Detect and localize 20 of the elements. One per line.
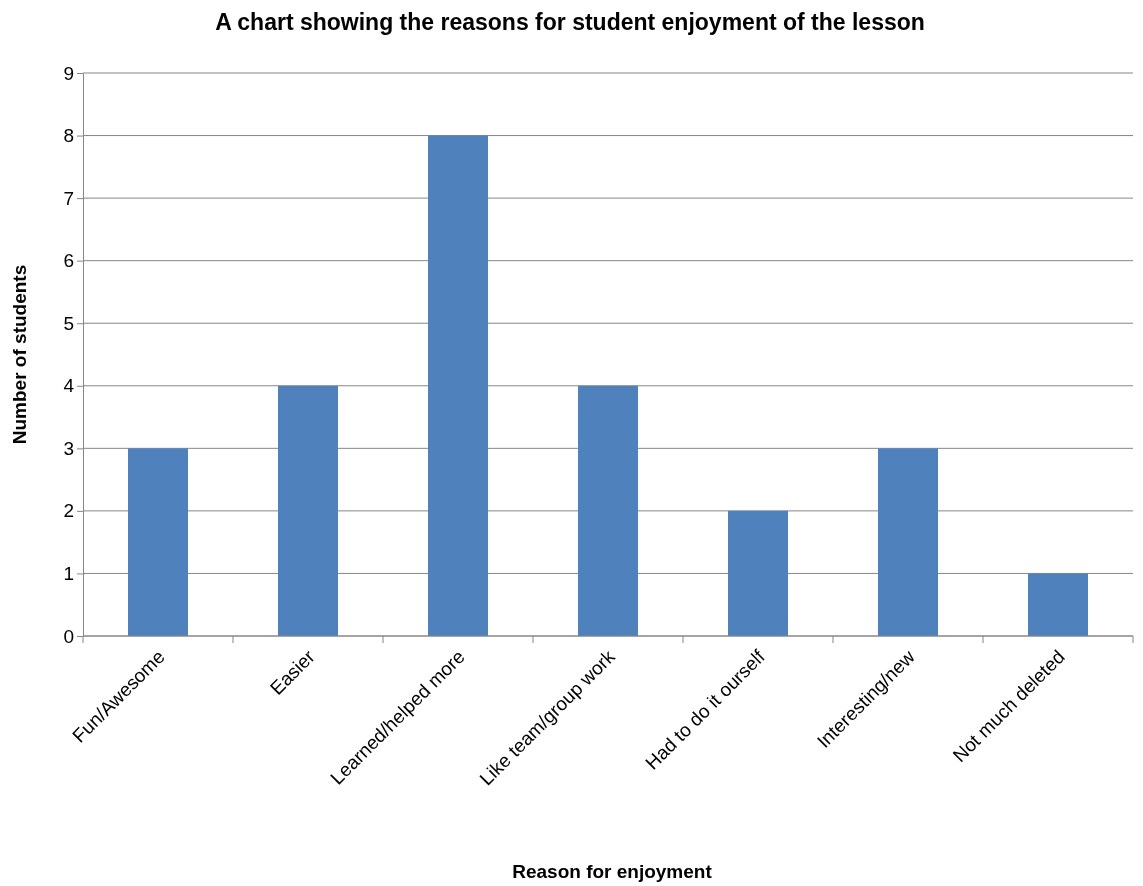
y-tick-label: 5 — [63, 312, 74, 334]
chart-title: A chart showing the reasons for student enjoyment of the lesson — [215, 9, 925, 35]
y-tick-label: 4 — [63, 375, 75, 397]
y-tick-label: 0 — [63, 625, 74, 647]
y-tick-label: 8 — [63, 125, 74, 147]
y-axis-title: Number of students — [9, 264, 30, 445]
y-tick-label: 9 — [63, 62, 74, 84]
bar — [578, 385, 638, 636]
y-tick-label: 3 — [63, 437, 74, 459]
bar — [128, 448, 188, 636]
bar — [278, 385, 338, 636]
y-tick-label: 7 — [63, 187, 74, 209]
y-tick-label: 2 — [63, 500, 74, 522]
y-tick-label: 1 — [63, 563, 74, 585]
bar — [1028, 573, 1088, 636]
bar — [728, 510, 788, 636]
bar — [878, 448, 938, 636]
x-axis-title: Reason for enjoyment — [512, 861, 713, 882]
y-tick-label: 6 — [63, 250, 74, 272]
bar — [428, 135, 488, 636]
